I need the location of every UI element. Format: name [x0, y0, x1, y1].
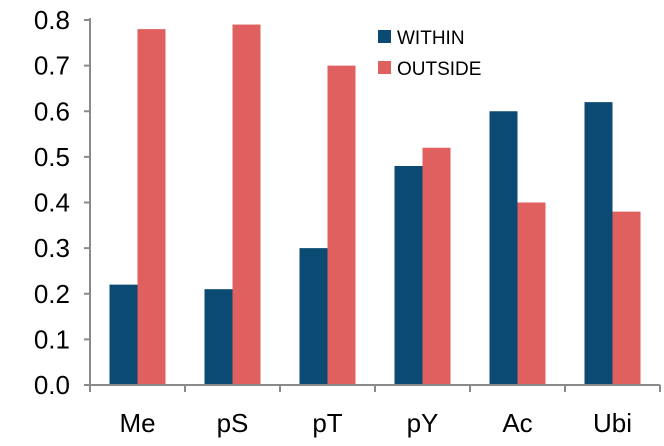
y-tick-label: 0.3: [34, 233, 70, 263]
legend-swatch-outside: [378, 61, 391, 74]
bar-within-pt: [299, 248, 328, 385]
bar-within-py: [394, 166, 423, 385]
y-tick-label: 0.5: [34, 142, 70, 172]
y-tick-label: 0.6: [34, 96, 70, 126]
x-tick-label: pS: [217, 408, 249, 438]
axes: [84, 18, 661, 392]
y-tick-label: 0.4: [34, 188, 70, 218]
bar-outside-ps: [232, 24, 261, 385]
x-tick-label: pT: [312, 408, 342, 438]
bar-outside-ac: [517, 202, 546, 385]
x-tick-label: Ac: [502, 408, 532, 438]
bar-outside-me: [137, 29, 166, 385]
y-tick-label: 0.2: [34, 279, 70, 309]
legend-label-outside: OUTSIDE: [397, 59, 481, 80]
bar-within-ubi: [584, 102, 613, 385]
legend-label-within: WITHIN: [397, 28, 465, 49]
legend-swatch-within: [378, 30, 391, 43]
bar-within-ac: [489, 111, 518, 385]
x-tick-label: Ubi: [593, 408, 632, 438]
bar-outside-pt: [327, 65, 356, 385]
y-axis-tick-labels: 0.0 0.1 0.2 0.3 0.4 0.5 0.6 0.7 0.8: [34, 5, 70, 400]
bar-outside-ubi: [612, 211, 641, 385]
bar-within-ps: [204, 289, 233, 385]
x-tick-label: Me: [119, 408, 155, 438]
x-tick-label: pY: [407, 408, 439, 438]
legend: WITHIN OUTSIDE: [378, 28, 481, 80]
x-axis-tick-labels: Me pS pT pY Ac Ubi: [119, 408, 632, 438]
y-tick-label: 0.1: [34, 324, 70, 354]
y-tick-label: 0.7: [34, 51, 70, 81]
y-tick-label: 0.0: [34, 370, 70, 400]
y-tick-label: 0.8: [34, 5, 70, 35]
bar-within-me: [109, 284, 138, 385]
bar-outside-py: [422, 147, 451, 385]
bar-series-group: [109, 24, 641, 385]
